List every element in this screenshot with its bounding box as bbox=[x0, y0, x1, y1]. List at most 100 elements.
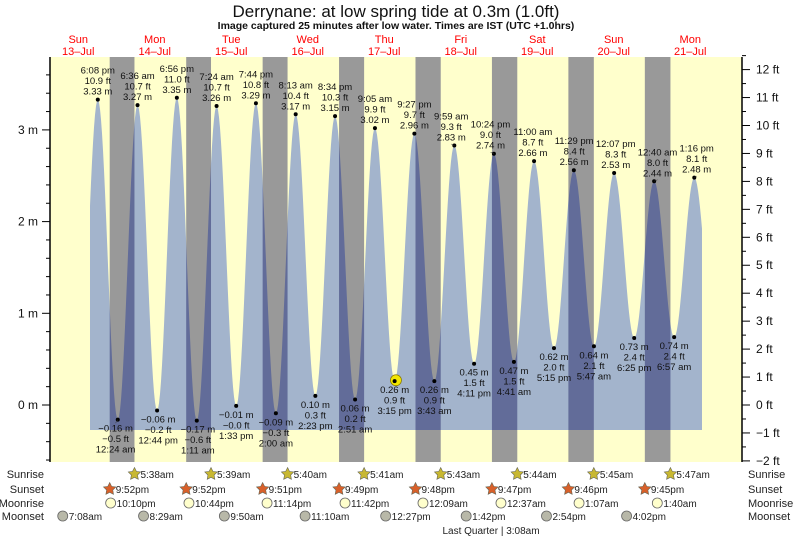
moonrise-moon-icon bbox=[105, 497, 117, 509]
high-tide-label: 9:59 am bbox=[434, 111, 468, 122]
low-tide-label: 4:41 am bbox=[497, 387, 531, 398]
moonrise-row-label-left: Moonrise bbox=[0, 498, 44, 510]
day-name-label: Sun bbox=[68, 34, 88, 46]
low-tide-label: 1.5 ft bbox=[464, 378, 485, 389]
moonrise-time: 10:10pm bbox=[117, 499, 156, 510]
right-axis-label: 7 ft bbox=[756, 202, 773, 216]
high-tide-label: 10.4 ft bbox=[282, 91, 309, 102]
moonrise-row-label-right: Moonrise bbox=[748, 498, 793, 510]
low-tide-label-group: −0.01 m−0.0 ft1:33 pm bbox=[219, 410, 254, 442]
moonset-time: 7:08am bbox=[69, 512, 102, 523]
low-tide-label: 4:11 pm bbox=[457, 389, 491, 400]
moonset-moon-icon bbox=[138, 510, 149, 522]
high-tide-label: 8.0 ft bbox=[647, 158, 668, 169]
high-tide-point bbox=[372, 126, 377, 131]
sunrise-row-label-right: Sunrise bbox=[748, 469, 785, 481]
chart-subtitle: Image captured 25 minutes after low wate… bbox=[218, 20, 575, 32]
low-tide-point bbox=[672, 335, 677, 340]
high-tide-label: 2.56 m bbox=[560, 157, 589, 168]
sunrise-time: 5:45am bbox=[600, 470, 633, 481]
sunrise-row-label-left: Sunrise bbox=[7, 469, 44, 481]
low-tide-label: 0.2 ft bbox=[345, 414, 366, 425]
day-name-label: Mon bbox=[680, 34, 701, 46]
high-tide-point bbox=[253, 101, 258, 106]
high-tide-point bbox=[95, 97, 100, 102]
day-date-label: 18–Jul bbox=[445, 46, 477, 58]
right-axis-label: 0 ft bbox=[756, 398, 773, 412]
right-axis-label: −2 ft bbox=[756, 454, 780, 468]
day-date-label: 21–Jul bbox=[674, 46, 706, 58]
day-date-label: 19–Jul bbox=[521, 46, 553, 58]
axes: 0 m 1 m 2 m 3 m −2 ft −1 ft 0 ft 1 ft 2 ft 3 ft 4 … bbox=[18, 55, 780, 468]
low-tide-label: 5:15 pm bbox=[537, 373, 571, 384]
tide-label-leader bbox=[490, 152, 495, 154]
low-tide-label: 1:11 am bbox=[181, 446, 215, 457]
sunrise-icon bbox=[586, 466, 601, 480]
low-tide-label: 1:33 pm bbox=[219, 431, 253, 442]
sunset-icon bbox=[332, 481, 346, 495]
sunset-icon bbox=[255, 481, 270, 495]
left-axis-label: 2 m bbox=[18, 215, 38, 229]
moonrise-moon-icon bbox=[573, 497, 585, 509]
moonrise-moon-icon bbox=[651, 497, 663, 509]
low-tide-label-group: 0.62 m2.0 ft5:15 pm bbox=[537, 352, 571, 384]
low-tide-label: 0.64 m bbox=[579, 350, 608, 361]
low-tide-label-group: 0.26 m0.9 ft3:15 pm bbox=[377, 385, 411, 417]
low-tide-label-group: −0.09 m−0.3 ft2:00 am bbox=[259, 417, 294, 449]
high-tide-label: 10.3 ft bbox=[322, 93, 349, 104]
high-tide-point bbox=[333, 114, 338, 119]
high-tide-label: 12:40 am bbox=[638, 147, 678, 158]
sunrise-icon bbox=[433, 466, 448, 480]
low-tide-label: 2.4 ft bbox=[664, 352, 685, 363]
sunrise-time: 5:41am bbox=[370, 470, 403, 481]
high-tide-label: 6:56 pm bbox=[160, 64, 194, 75]
sunset-time: 9:48pm bbox=[421, 485, 454, 496]
high-tide-label: 7:44 pm bbox=[239, 69, 273, 80]
high-tide-point bbox=[532, 159, 537, 164]
moonrise-moon-icon bbox=[417, 497, 429, 509]
high-tide-label: 9:27 pm bbox=[397, 100, 431, 111]
high-tide-label: 8:34 pm bbox=[318, 82, 352, 93]
low-tide-label: 1.5 ft bbox=[503, 376, 524, 387]
low-tide-point bbox=[432, 379, 437, 384]
sunset-time: 9:47pm bbox=[498, 485, 531, 496]
day-name-label: Sun bbox=[604, 34, 624, 46]
high-tide-point bbox=[135, 103, 140, 108]
sunset-icon bbox=[561, 481, 576, 495]
right-axis-label: 9 ft bbox=[756, 146, 773, 160]
moonrise-time: 1:07am bbox=[585, 499, 618, 510]
tide-label-leader bbox=[451, 143, 455, 146]
day-date-label: 20–Jul bbox=[598, 46, 630, 58]
high-tide-label: 2.83 m bbox=[437, 132, 466, 143]
moonset-moon-icon bbox=[541, 510, 552, 522]
sunrise-time: 5:44am bbox=[523, 470, 556, 481]
high-tide-label: 10.9 ft bbox=[85, 76, 112, 87]
high-tide-label: 8.3 ft bbox=[605, 149, 626, 160]
low-tide-label: 3:43 am bbox=[417, 406, 451, 417]
low-tide-label-group: 0.73 m2.4 ft6:25 pm bbox=[617, 342, 651, 374]
sunrise-time: 5:38am bbox=[140, 470, 173, 481]
sunset-icon bbox=[179, 481, 194, 495]
low-tide-point bbox=[313, 393, 318, 398]
low-tide-point bbox=[392, 379, 397, 384]
high-tide-label-group: 11:00 am8.7 ft2.66 m bbox=[513, 127, 552, 159]
chart-title: Derrynane: at low spring tide at 0.3m (1… bbox=[233, 2, 560, 21]
tide-water-area bbox=[90, 97, 702, 431]
day-name-label: Thu bbox=[375, 34, 394, 46]
low-tide-label: 0.45 m bbox=[460, 368, 489, 379]
tide-label-leader bbox=[115, 419, 118, 424]
high-tide-label-group: 1:16 pm8.1 ft2.48 m bbox=[680, 144, 714, 176]
moonrise-time: 11:42pm bbox=[351, 499, 389, 510]
low-tide-label-group: 0.10 m0.3 ft2:23 pm bbox=[298, 400, 332, 432]
high-tide-label: 10:24 pm bbox=[471, 120, 511, 131]
high-tide-label: 10.8 ft bbox=[243, 80, 270, 91]
moonset-time: 2:54pm bbox=[552, 512, 585, 523]
